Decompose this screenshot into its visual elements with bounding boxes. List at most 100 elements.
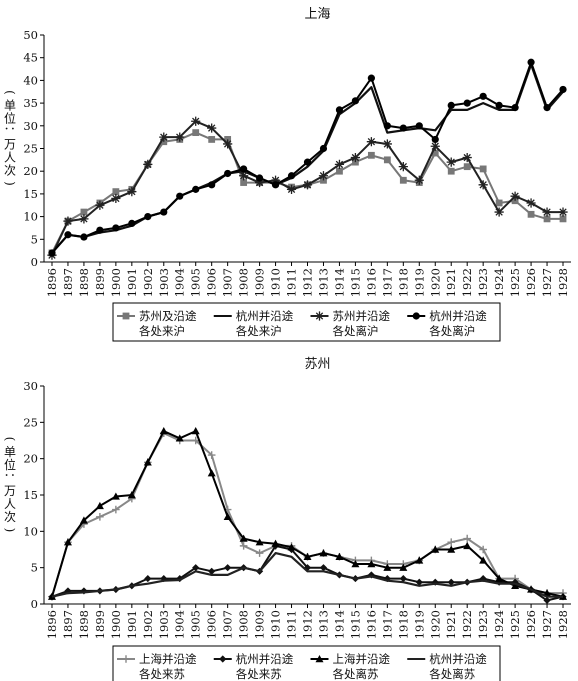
x-tick-label: 1913 [316,610,330,639]
data-point [80,587,88,595]
data-point [255,538,264,546]
y-tick-label: 10 [23,210,38,224]
data-point [63,216,73,226]
data-point [431,545,440,553]
data-point [192,129,200,137]
data-point [478,180,488,190]
data-point [431,149,439,157]
data-point [527,58,535,66]
x-tick-label: 1925 [508,268,522,297]
y-axis-label-char: ： [3,472,17,484]
data-point [399,563,408,571]
series-line [51,552,563,598]
y-axis-label-char: 万 [4,138,16,152]
data-point [208,181,216,189]
x-tick-label: 1905 [189,610,203,639]
data-point [319,144,328,153]
data-point [399,574,407,583]
data-point [224,564,232,572]
x-tick-label: 1902 [141,610,155,639]
y-tick-label: 35 [23,96,38,110]
x-tick-label: 1920 [428,610,442,639]
legend-label-line: 杭州并沿途 [429,309,487,323]
y-tick-label: 25 [23,142,38,156]
x-tick-label: 1901 [125,268,139,297]
x-tick-label: 1919 [412,610,426,639]
data-point [208,136,216,143]
x-tick-label: 1922 [460,268,474,297]
data-point [207,469,216,477]
legend-swatch-marker [122,312,130,320]
x-tick-label: 1923 [476,268,490,297]
data-point [112,224,120,232]
y-axis-label-char: 人 [4,497,16,511]
data-point [383,156,391,164]
data-point [191,427,200,435]
x-tick-label: 1927 [540,268,554,297]
data-point [447,167,455,175]
y-axis-label: (单位：万人次) [3,437,17,533]
x-tick-label: 1911 [285,268,299,297]
x-tick-label: 1923 [476,610,490,639]
x-tick-label: 1919 [412,268,426,297]
data-point [63,538,72,546]
data-point [414,175,424,185]
x-tick-label: 1904 [173,268,187,297]
y-tick-label: 40 [23,73,38,87]
data-point [239,534,248,542]
data-point [543,589,552,597]
data-point [335,106,344,114]
x-tick-label: 1898 [77,610,91,639]
data-point [303,552,312,560]
data-point [559,215,567,223]
data-point [95,200,105,210]
legend-label-line: 各处离苏 [333,667,379,681]
data-point [336,167,343,175]
data-point [319,549,328,557]
x-tick-label: 1908 [237,610,251,639]
y-tick-label: 15 [23,488,38,502]
data-point [463,541,472,550]
data-point [511,104,519,112]
x-tick-label: 1927 [540,610,554,639]
data-point [543,596,551,604]
data-point [527,210,535,218]
data-point [495,574,504,582]
data-point [335,552,344,560]
data-point [479,545,487,554]
legend-label-line: 杭州并沿途 [236,652,294,666]
data-point [240,165,248,173]
data-point [111,193,121,204]
data-point [383,574,391,583]
data-point [191,116,201,126]
y-tick-label: 0 [31,597,38,611]
legend-label-line: 各处来苏 [236,667,282,681]
y-axis-label-char: 位 [4,457,16,472]
data-point [159,427,168,435]
data-point [334,159,345,169]
y-axis-label-char: 位 [4,111,16,126]
x-tick-label: 1924 [492,268,506,297]
y-axis-label-char: 次 [4,164,16,178]
legend-label-line: 杭州并沿途 [429,652,487,666]
data-point [510,191,520,201]
x-tick-label: 1918 [396,610,410,639]
x-tick-label: 1897 [61,268,75,297]
x-tick-label: 1912 [301,268,315,297]
data-point [398,162,408,172]
data-point [144,213,152,221]
data-point [79,516,88,524]
data-point [447,578,455,586]
data-point [446,157,456,167]
data-point [192,564,200,572]
x-tick-label: 1922 [460,610,474,639]
legend-label-line: 各处来沪 [236,324,282,338]
data-point [318,171,329,181]
legend-swatch-marker [122,655,130,663]
x-tick-label: 1909 [253,610,267,639]
legend-label-line: 苏州及沿途 [139,309,197,323]
